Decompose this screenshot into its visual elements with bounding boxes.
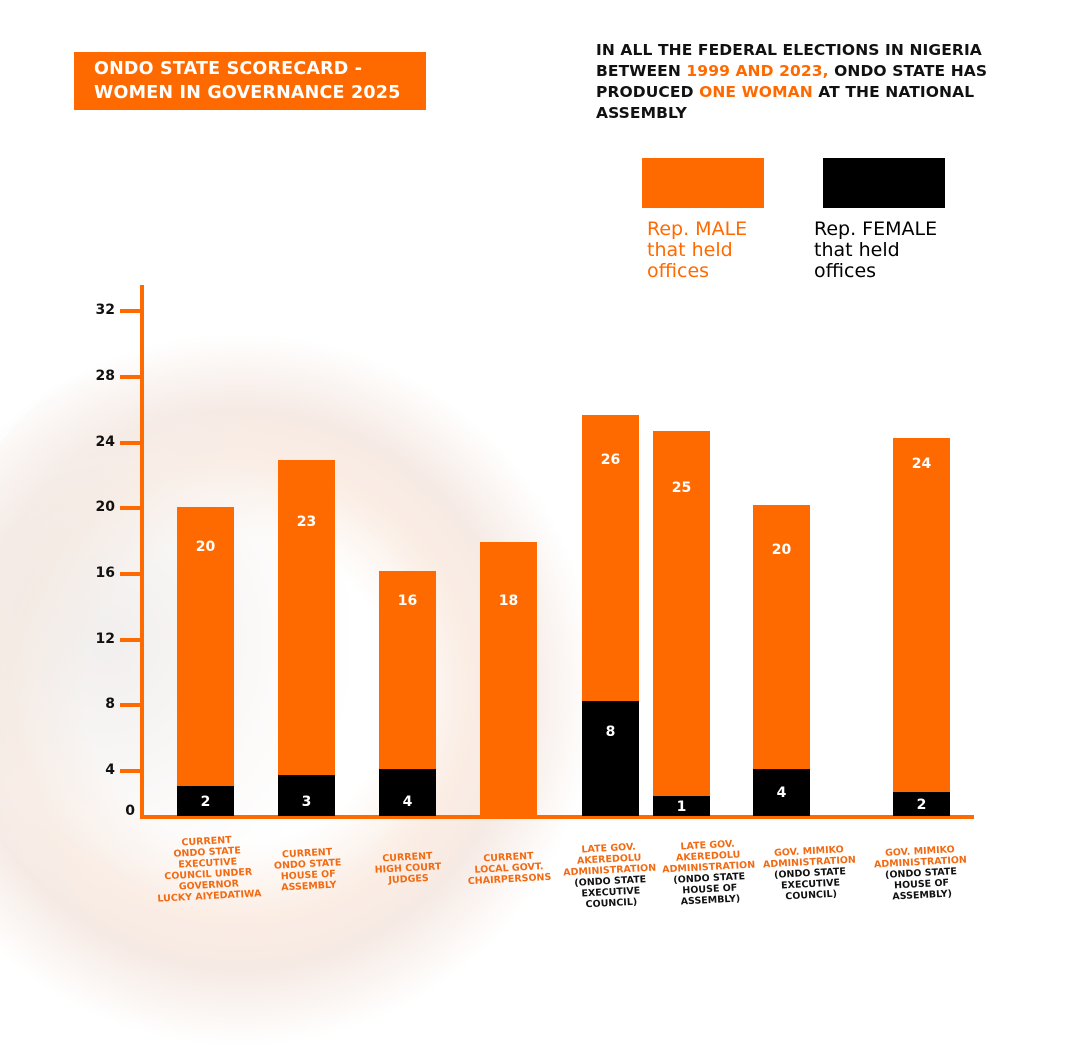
- y-tick-20: [120, 506, 142, 510]
- y-label-8: 8: [105, 696, 115, 712]
- y-tick-32: [120, 309, 142, 313]
- bar-segment-female: [278, 775, 335, 816]
- y-tick-16: [120, 572, 142, 576]
- value-female: 4: [776, 785, 787, 801]
- value-female: 1: [676, 799, 687, 815]
- bar-akeredolu-house-assembly: 25 1: [653, 431, 710, 816]
- bar-mimiko-house-assembly: 24 2: [893, 438, 950, 816]
- bar-current-local-govt-chairpersons: 18: [480, 542, 537, 816]
- legend-female-line-3: offices: [814, 260, 877, 282]
- y-axis: [140, 285, 144, 818]
- bar-akeredolu-exec-council: 26 8: [582, 415, 639, 816]
- bar-current-house-assembly: 23 3: [278, 460, 335, 816]
- legend-male-line-2: that held: [647, 239, 733, 261]
- headline: IN ALL THE FEDERAL ELECTIONS IN NIGERIA …: [596, 40, 1036, 124]
- y-label-0: 0: [125, 803, 135, 819]
- value-female: 2: [200, 794, 211, 810]
- bar-segment-female: [379, 769, 436, 816]
- bar-segment-male: [278, 460, 335, 775]
- bar-segment-male: [893, 438, 950, 792]
- y-tick-8: [120, 703, 142, 707]
- legend-male-line-3: offices: [647, 260, 710, 282]
- value-male: 24: [911, 456, 932, 472]
- y-label-4: 4: [105, 762, 115, 778]
- value-female: 8: [605, 724, 616, 740]
- value-male: 20: [771, 542, 792, 558]
- y-tick-24: [120, 441, 142, 445]
- bar-mimiko-exec-council: 20 4: [753, 505, 810, 816]
- bar-segment-male: [582, 415, 639, 701]
- title-line-1: ONDO STATE SCORECARD -: [94, 59, 363, 79]
- headline-text-3: AT THE NATIONAL ASSEMBLY: [596, 83, 975, 122]
- y-label-16: 16: [95, 565, 115, 581]
- headline-text-2: ONDO STATE HAS PRODUCED: [596, 62, 988, 101]
- y-label-32: 32: [95, 302, 115, 318]
- headline-highlight-one-woman: ONE WOMAN: [699, 83, 813, 101]
- x-axis: [140, 815, 974, 819]
- bar-segment-male: [480, 542, 537, 816]
- bar-segment-female: [753, 769, 810, 816]
- bar-segment-female: [653, 796, 710, 816]
- title-line-2: WOMEN IN GOVERNANCE 2025: [94, 83, 401, 103]
- bar-current-high-court-judges: 16 4: [379, 571, 436, 816]
- legend-female-line-2: that held: [814, 239, 900, 261]
- y-label-28: 28: [95, 368, 115, 384]
- legend-male-label: Rep. MALE that held offices: [647, 219, 747, 282]
- bar-segment-male: [379, 571, 436, 769]
- y-label-12: 12: [95, 631, 115, 647]
- headline-highlight-years: 1999 AND 2023,: [686, 62, 829, 80]
- legend-female-line-1: Rep. FEMALE: [814, 218, 938, 240]
- y-label-20: 20: [95, 499, 115, 515]
- legend-male-swatch: [642, 158, 764, 208]
- legend-male-line-1: Rep. MALE: [647, 218, 748, 240]
- x-label-mimiko-house: GOV. MIMIKO ADMINISTRATION (ONDO STATE H…: [860, 843, 983, 904]
- y-tick-28: [120, 375, 142, 379]
- value-male: 16: [397, 593, 418, 609]
- bar-segment-male: [753, 505, 810, 769]
- legend-female-swatch: [823, 158, 945, 208]
- value-male: 26: [600, 452, 621, 468]
- x-label-mimiko-exec: GOV. MIMIKO ADMINISTRATION (ONDO STATE E…: [749, 843, 872, 904]
- bar-segment-male: [653, 431, 710, 796]
- value-female: 4: [402, 794, 413, 810]
- bar-segment-female: [177, 786, 234, 816]
- bar-segment-female: [582, 701, 639, 816]
- value-male: 18: [498, 593, 519, 609]
- bar-segment-female: [893, 792, 950, 816]
- legend-female-label: Rep. FEMALE that held offices: [814, 219, 937, 282]
- page-title: ONDO STATE SCORECARD - WOMEN IN GOVERNAN…: [74, 52, 426, 110]
- y-label-24: 24: [95, 434, 115, 450]
- headline-text-1: IN ALL THE FEDERAL ELECTIONS IN NIGERIA …: [596, 41, 982, 80]
- y-tick-12: [120, 638, 142, 642]
- value-female: 3: [301, 794, 312, 810]
- bar-segment-male: [177, 507, 234, 786]
- value-female: 2: [916, 797, 927, 813]
- value-male: 20: [195, 539, 216, 555]
- value-male: 25: [671, 480, 692, 496]
- bar-current-exec-council: 20 2: [177, 507, 234, 816]
- value-male: 23: [296, 514, 317, 530]
- y-tick-4: [120, 769, 142, 773]
